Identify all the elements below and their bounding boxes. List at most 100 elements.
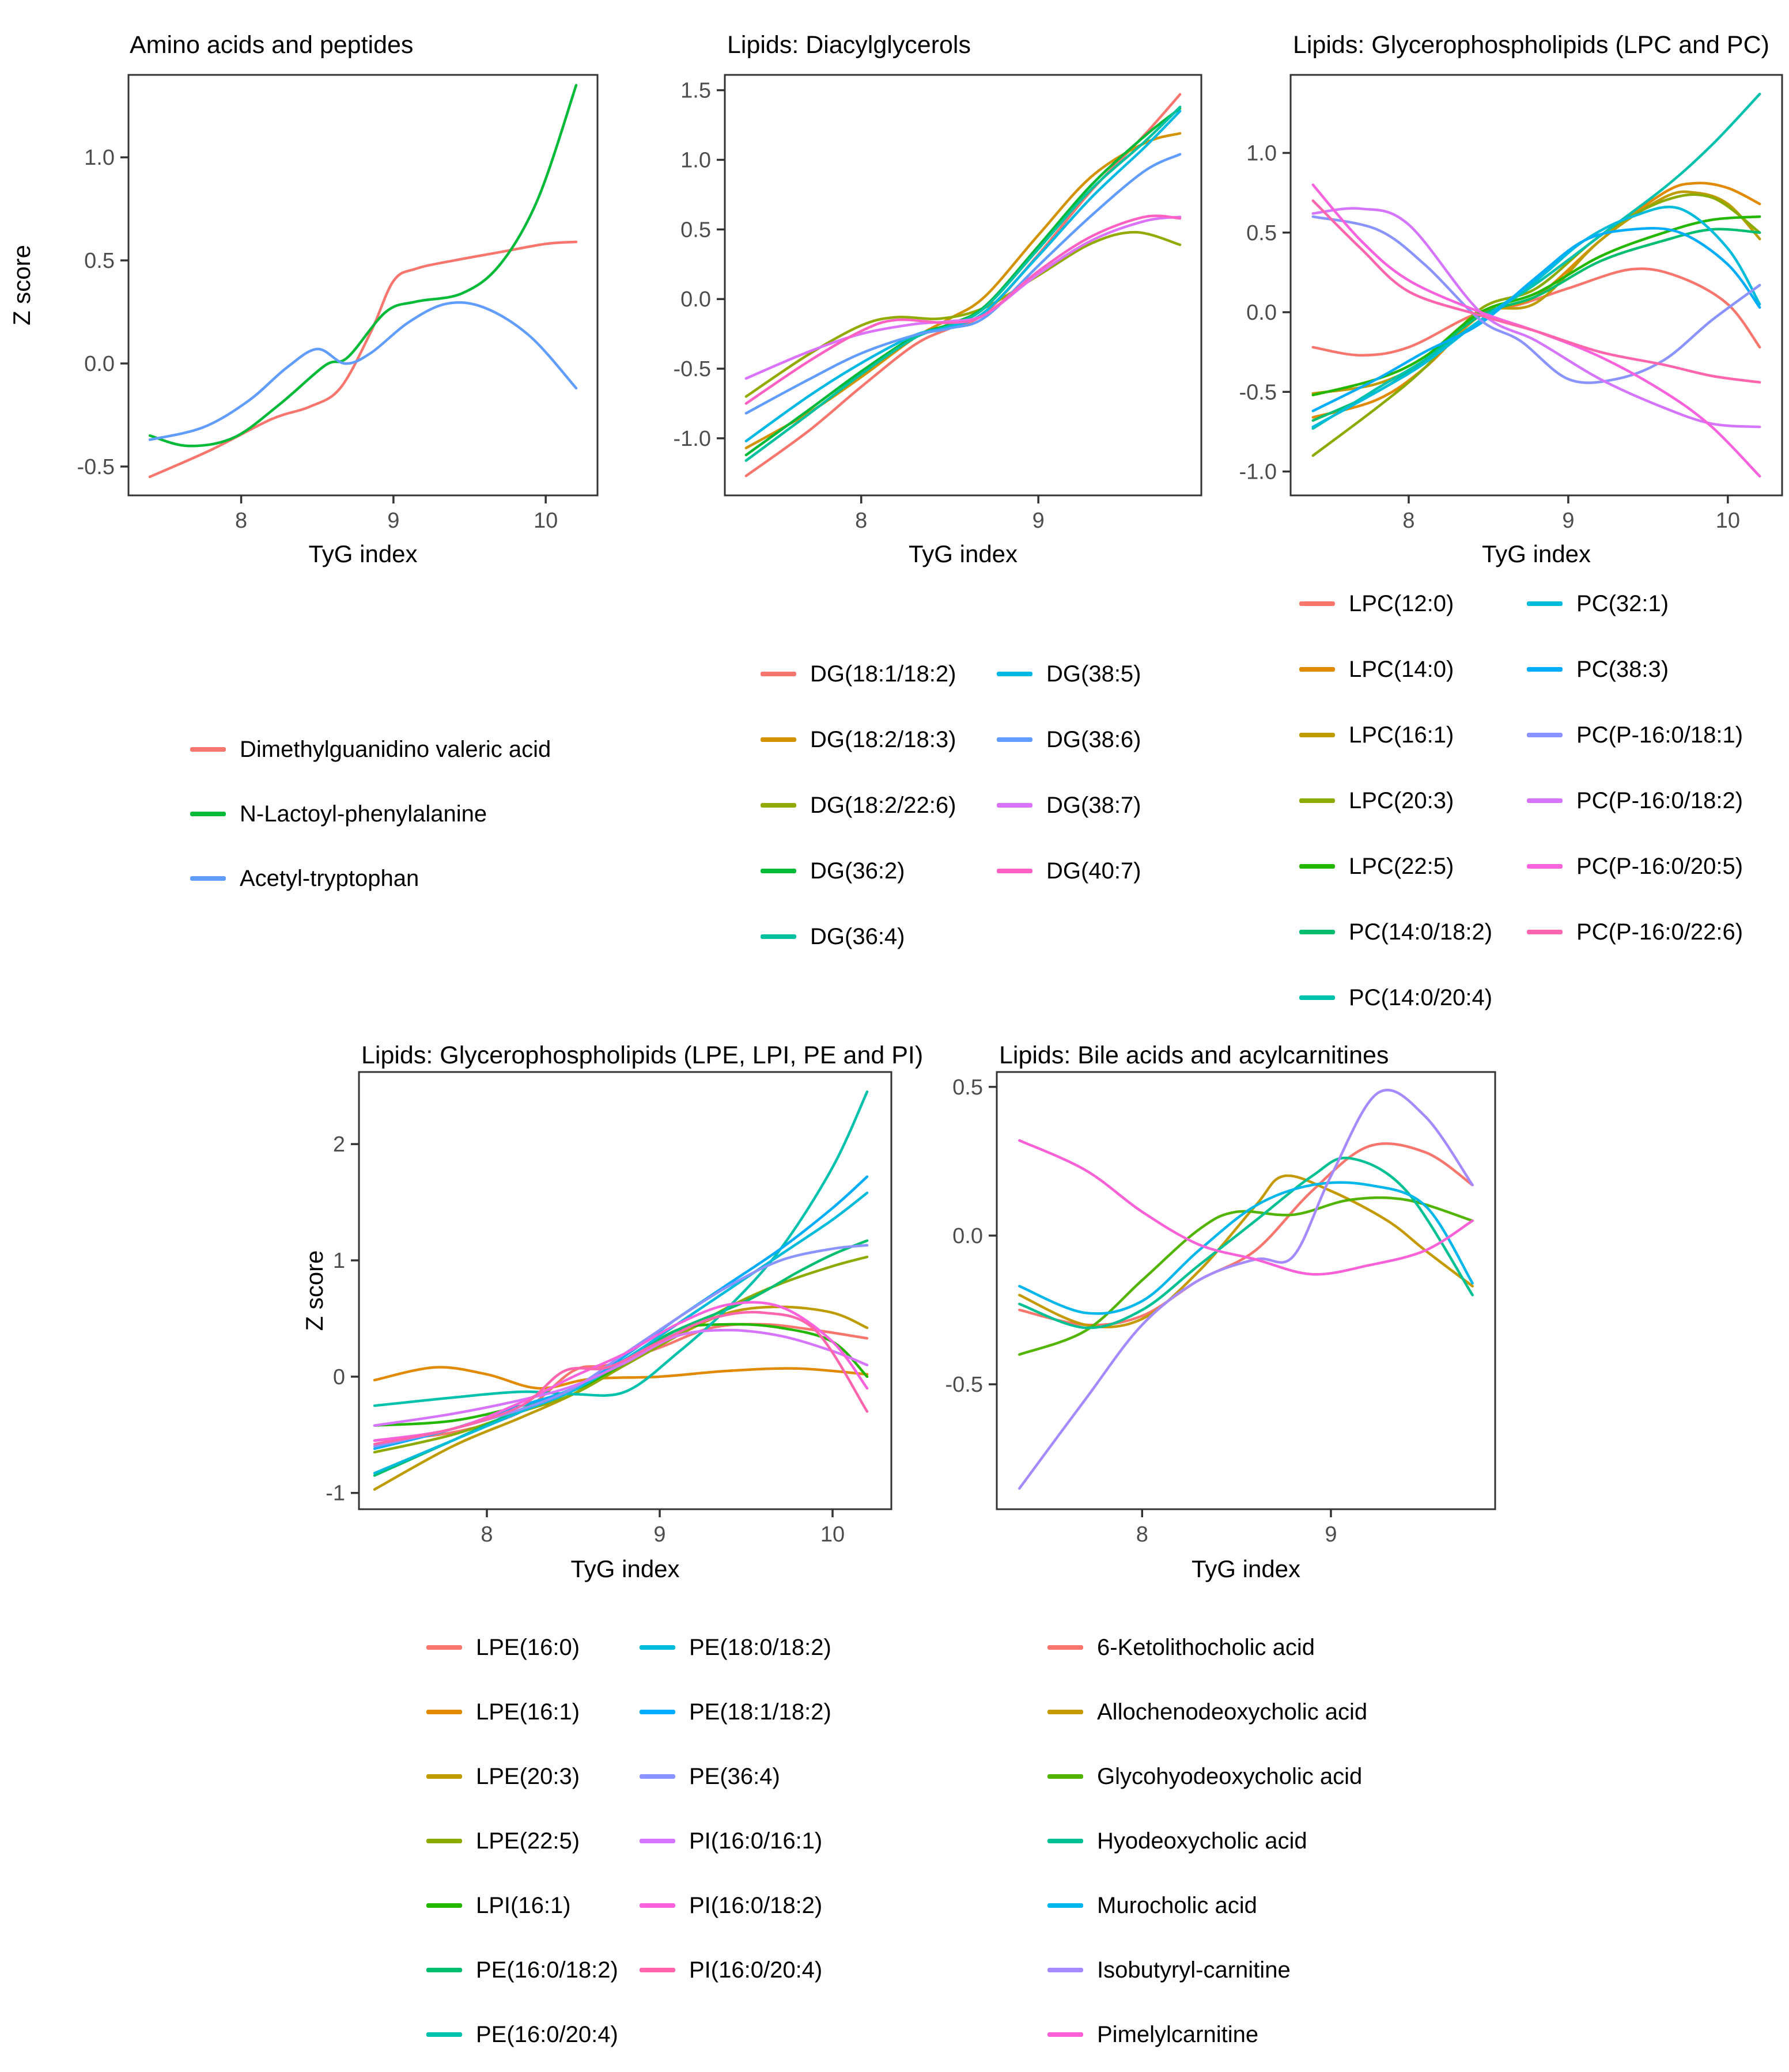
y-tick-label: 1.0 — [84, 146, 115, 170]
legend-color-swatch — [1047, 1710, 1083, 1714]
legend-color-swatch — [426, 1774, 462, 1779]
legend-item-label: PI(16:0/20:4) — [689, 1957, 823, 1983]
legend-item: Isobutyryl-carnitine — [1047, 1938, 1367, 2002]
legend-item-label: PE(18:0/18:2) — [689, 1634, 831, 1660]
legend-item-label: Glycohyodeoxycholic acid — [1097, 1763, 1363, 1789]
legend-column-lpc-pc: PC(32:1) PC(38:3) PC(P-16:0/18:1) PC(P-16:0… — [1527, 571, 1743, 965]
x-tick-label: 8 — [481, 1522, 493, 1547]
legend-item-label: Acetyl-tryptophan — [240, 865, 419, 891]
legend-item: PE(16:0/20:4) — [426, 2002, 618, 2067]
legend-item-label: DG(38:7) — [1046, 792, 1141, 818]
series-line-Murocholic acid — [1018, 1181, 1474, 1315]
legend-item-label: LPC(14:0) — [1349, 656, 1454, 682]
legend-color-swatch — [761, 672, 796, 676]
legend-color-swatch — [1047, 1645, 1083, 1650]
series-line-Isobutyryl-carnitine — [1018, 1089, 1474, 1490]
legend-item: LPC(20:3) — [1299, 768, 1492, 834]
legend-color-swatch — [761, 934, 796, 939]
legend-column-lpc-pc: LPC(12:0) LPC(14:0) LPC(16:1) LPC(20:3) LPC(… — [1299, 571, 1492, 1031]
legend-item-label: PE(16:0/20:4) — [476, 2021, 618, 2047]
legend-item: LPC(22:5) — [1299, 834, 1492, 899]
x-tick-label: 8 — [235, 509, 247, 533]
legend-color-swatch — [997, 737, 1032, 742]
y-tick-label: -0.5 — [1239, 380, 1277, 404]
legend-item-label: DG(36:2) — [810, 858, 905, 884]
legend-item: PI(16:0/16:1) — [640, 1809, 831, 1873]
y-tick-label: 0.0 — [84, 352, 115, 376]
y-tick-label: 1.0 — [1246, 141, 1277, 165]
y-tick-label: 0.5 — [680, 218, 711, 242]
legend-item-label: PE(36:4) — [689, 1763, 780, 1789]
legend-color-swatch — [190, 876, 226, 881]
legend-item-label: PC(P-16:0/18:2) — [1576, 787, 1743, 813]
legend-item: Allochenodeoxycholic acid — [1047, 1680, 1367, 1744]
legend-item-label: DG(38:5) — [1046, 661, 1141, 687]
y-tick-label: -0.5 — [674, 357, 711, 381]
y-tick-label: -1 — [326, 1482, 345, 1506]
legend-column-lpe-lpi-pe-pi: PE(18:0/18:2) PE(18:1/18:2) PE(36:4) PI(16:… — [640, 1615, 831, 2002]
legend-column-amino-acids-peptides: Dimethylguanidino valeric acid N-Lactoyl-… — [190, 717, 551, 911]
legend-item-label: LPI(16:1) — [476, 1892, 571, 1918]
series-line-PE(18:0/18:2) — [373, 1191, 869, 1475]
legend-color-swatch — [997, 869, 1032, 873]
legend-item: N-Lactoyl-phenylalanine — [190, 782, 551, 846]
y-tick-label: 1 — [333, 1249, 345, 1273]
legend-item: DG(18:2/22:6) — [761, 772, 956, 838]
legend-color-swatch — [761, 803, 796, 808]
panel-border — [358, 1071, 892, 1510]
legend-item-label: PC(38:3) — [1576, 656, 1669, 682]
legend-color-swatch — [761, 737, 796, 742]
legend-color-swatch — [1299, 930, 1335, 934]
series-line-PC(P-16:0/18:2) — [1311, 207, 1761, 429]
legend-item: Glycohyodeoxycholic acid — [1047, 1744, 1367, 1809]
series-line-LPC(22:5) — [1311, 215, 1761, 397]
legend-item-label: PI(16:0/18:2) — [689, 1892, 823, 1918]
series-line-DG(40:7) — [744, 214, 1182, 405]
x-axis-label: TyG index — [909, 540, 1018, 567]
legend-item: PC(38:3) — [1527, 637, 1743, 702]
x-tick-label: 9 — [653, 1522, 665, 1547]
legend-item-label: PC(14:0/20:4) — [1349, 984, 1493, 1010]
legend-item: PE(36:4) — [640, 1744, 831, 1809]
series-line-LPE(22:5) — [373, 1255, 869, 1454]
x-tick-label: 9 — [1032, 509, 1045, 533]
panel-border — [127, 74, 599, 497]
y-axis-label: Z score — [8, 245, 35, 325]
y-tick-label: -1.0 — [1239, 460, 1277, 484]
legend-column-bile-acids-acylcarnitines: 6-Ketolithocholic acid Allochenodeoxychol… — [1047, 1615, 1367, 2067]
series-line-PC(P-16:0/18:1) — [1311, 215, 1761, 384]
series-line-DG(36:4) — [744, 105, 1182, 462]
legend-color-swatch — [426, 2032, 462, 2037]
legend-color-swatch — [640, 1903, 675, 1908]
x-tick-label: 8 — [1402, 509, 1414, 533]
legend-color-swatch — [997, 803, 1032, 808]
series-line-PI(16:0/20:4) — [373, 1310, 869, 1446]
legend-item: Acetyl-tryptophan — [190, 846, 551, 911]
legend-item-label: LPC(22:5) — [1349, 853, 1454, 879]
legend-item-label: LPE(22:5) — [476, 1828, 580, 1854]
legend-item-label: PI(16:0/16:1) — [689, 1828, 823, 1854]
x-axis-label: TyG index — [1482, 540, 1591, 567]
y-tick-label: -0.5 — [77, 455, 115, 479]
legend-color-swatch — [190, 747, 226, 752]
legend-item-label: LPE(16:0) — [476, 1634, 580, 1660]
legend-item: PC(P-16:0/22:6) — [1527, 899, 1743, 965]
legend-item: PE(18:1/18:2) — [640, 1680, 831, 1744]
legend-color-swatch — [640, 1645, 675, 1650]
legend-item-label: DG(36:4) — [810, 923, 905, 949]
legend-item-label: N-Lactoyl-phenylalanine — [240, 801, 487, 827]
series-line-PC(38:3) — [1311, 226, 1761, 412]
legend-color-swatch — [1299, 864, 1335, 869]
legend-item-label: 6-Ketolithocholic acid — [1097, 1634, 1315, 1660]
y-tick-label: -1.0 — [674, 427, 711, 451]
legend-item: Dimethylguanidino valeric acid — [190, 717, 551, 782]
legend-color-swatch — [1527, 798, 1563, 803]
legend-color-swatch — [1527, 733, 1563, 737]
y-tick-label: -0.5 — [945, 1373, 983, 1397]
legend-item: Pimelylcarnitine — [1047, 2002, 1367, 2067]
legend-item-label: PE(16:0/18:2) — [476, 1957, 618, 1983]
